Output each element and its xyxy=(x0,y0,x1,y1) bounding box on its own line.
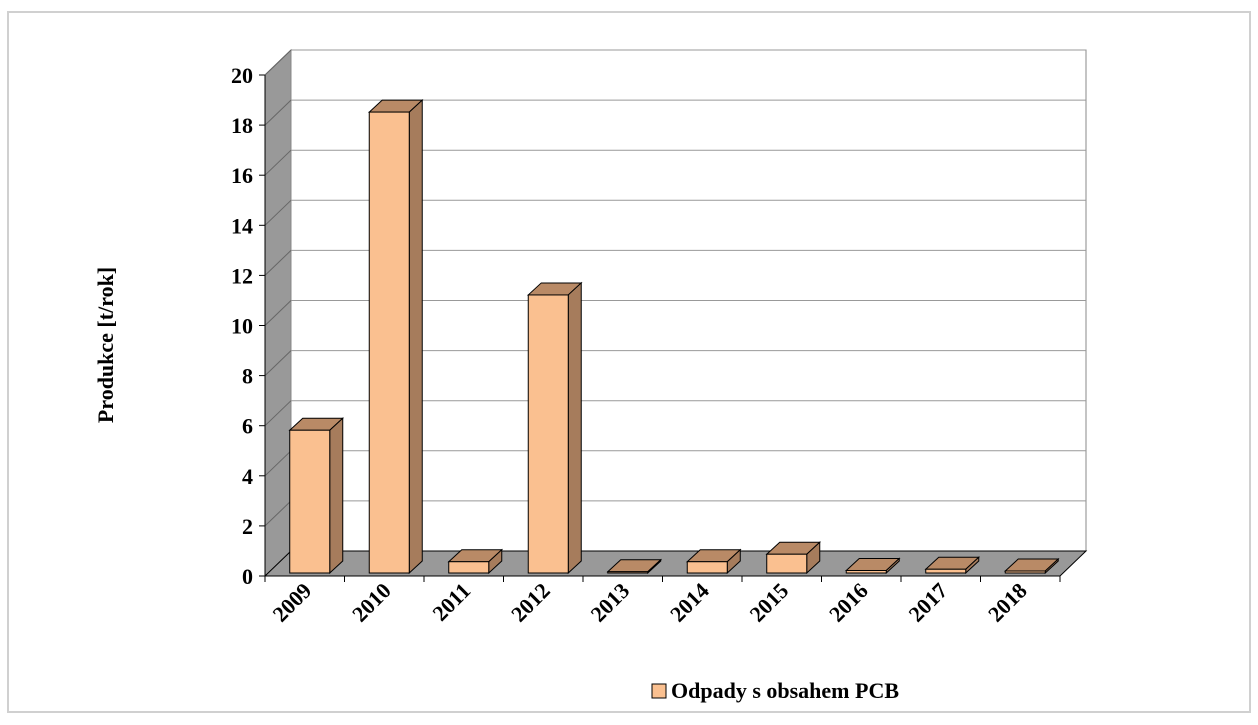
y-tick-label: 18 xyxy=(231,113,253,138)
y-tick-label: 6 xyxy=(242,414,253,439)
bar xyxy=(766,553,808,574)
grid-line-side xyxy=(264,300,292,326)
y-tick-label: 8 xyxy=(242,364,253,389)
grid-line-side xyxy=(264,250,292,276)
y-tick-label: 0 xyxy=(242,564,253,589)
grid-line-side xyxy=(264,149,292,176)
bar xyxy=(925,568,967,574)
legend-label: Odpady s obsahem PCB xyxy=(671,678,899,703)
bar xyxy=(845,569,887,574)
bar xyxy=(1004,570,1046,574)
y-tick-label: 16 xyxy=(231,163,253,188)
grid-line-side xyxy=(264,500,292,527)
y-axis-label: Produkce [t/rok] xyxy=(93,267,118,423)
grid-line-side xyxy=(264,350,292,376)
y-tick-label: 10 xyxy=(231,314,253,339)
y-tick-label: 4 xyxy=(242,464,253,489)
legend-swatch xyxy=(651,683,667,699)
grid-line-side xyxy=(264,49,292,76)
bar xyxy=(607,571,649,574)
bar xyxy=(686,561,728,574)
bar xyxy=(289,429,331,574)
bar xyxy=(368,111,410,574)
y-tick-label: 20 xyxy=(231,63,253,88)
bar xyxy=(527,294,569,574)
bar xyxy=(448,561,490,574)
y-tick-label: 12 xyxy=(231,263,253,288)
bar-side xyxy=(329,417,344,575)
bar-side xyxy=(408,98,423,575)
y-tick-label: 14 xyxy=(231,213,253,238)
grid-line-side xyxy=(264,99,292,126)
bar-side xyxy=(567,281,582,575)
grid-line-side xyxy=(264,400,292,427)
grid-line-side xyxy=(264,199,292,226)
y-tick-label: 2 xyxy=(242,514,253,539)
grid-line-side xyxy=(264,450,292,477)
